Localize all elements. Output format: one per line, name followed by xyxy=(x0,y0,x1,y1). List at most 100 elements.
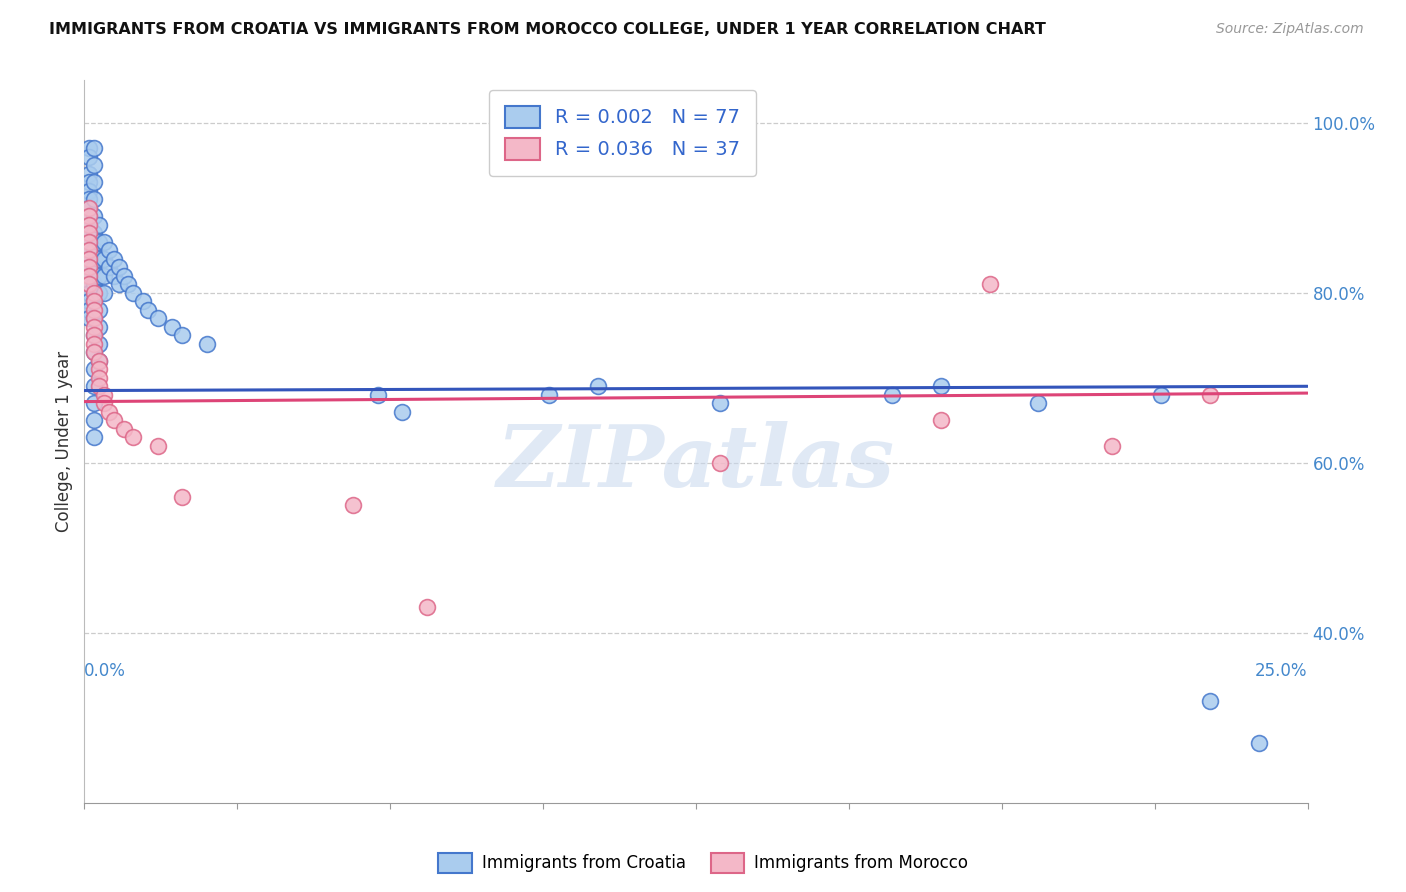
Point xyxy=(93,396,115,410)
Point xyxy=(162,319,184,334)
Point xyxy=(83,311,105,326)
Point xyxy=(391,405,413,419)
Point xyxy=(103,252,125,266)
Point xyxy=(83,328,105,343)
Point xyxy=(77,201,100,215)
Point xyxy=(77,235,100,249)
Point xyxy=(87,379,110,393)
Point xyxy=(103,268,125,283)
Point xyxy=(107,260,129,275)
Point xyxy=(83,158,105,172)
Point xyxy=(77,244,100,258)
Point xyxy=(172,490,194,504)
Text: IMMIGRANTS FROM CROATIA VS IMMIGRANTS FROM MOROCCO COLLEGE, UNDER 1 YEAR CORRELA: IMMIGRANTS FROM CROATIA VS IMMIGRANTS FR… xyxy=(49,22,1046,37)
Point xyxy=(929,413,952,427)
Point xyxy=(172,328,194,343)
Point xyxy=(112,268,135,283)
Point xyxy=(87,319,110,334)
Point xyxy=(93,388,115,402)
Point xyxy=(77,260,100,275)
Point xyxy=(77,227,100,241)
Point xyxy=(77,268,100,283)
Point xyxy=(83,294,105,309)
Text: 25.0%: 25.0% xyxy=(1256,662,1308,680)
Point xyxy=(538,388,561,402)
Point xyxy=(87,235,110,249)
Point xyxy=(87,285,110,300)
Point xyxy=(83,328,105,343)
Point xyxy=(77,201,100,215)
Point xyxy=(83,209,105,223)
Point xyxy=(83,244,105,258)
Point xyxy=(93,235,115,249)
Point xyxy=(146,439,169,453)
Point xyxy=(83,285,105,300)
Point xyxy=(132,294,155,309)
Point xyxy=(77,311,100,326)
Point xyxy=(83,362,105,376)
Point xyxy=(107,277,129,292)
Point xyxy=(77,260,100,275)
Point xyxy=(1198,694,1220,708)
Point xyxy=(117,277,139,292)
Point xyxy=(83,227,105,241)
Point xyxy=(77,218,100,232)
Point xyxy=(83,192,105,206)
Text: Source: ZipAtlas.com: Source: ZipAtlas.com xyxy=(1216,22,1364,37)
Point xyxy=(586,379,609,393)
Point xyxy=(87,268,110,283)
Point xyxy=(195,336,218,351)
Point xyxy=(87,362,110,376)
Point xyxy=(1101,439,1123,453)
Point xyxy=(83,336,105,351)
Point xyxy=(93,285,115,300)
Point xyxy=(1028,396,1050,410)
Point xyxy=(83,345,105,359)
Point xyxy=(103,413,125,427)
Point xyxy=(83,141,105,155)
Point xyxy=(97,260,120,275)
Point xyxy=(77,175,100,189)
Point xyxy=(77,235,100,249)
Point xyxy=(929,379,952,393)
Point xyxy=(83,319,105,334)
Point xyxy=(77,277,100,292)
Point xyxy=(77,141,100,155)
Point xyxy=(367,388,389,402)
Point xyxy=(87,353,110,368)
Point xyxy=(122,285,145,300)
Point xyxy=(87,371,110,385)
Point xyxy=(87,336,110,351)
Point xyxy=(77,150,100,164)
Point xyxy=(83,294,105,309)
Point xyxy=(880,388,903,402)
Point xyxy=(709,456,731,470)
Point xyxy=(83,396,105,410)
Point xyxy=(77,302,100,317)
Point xyxy=(77,184,100,198)
Text: ZIPatlas: ZIPatlas xyxy=(496,421,896,505)
Point xyxy=(77,167,100,181)
Point xyxy=(979,277,1001,292)
Legend: R = 0.002   N = 77, R = 0.036   N = 37: R = 0.002 N = 77, R = 0.036 N = 37 xyxy=(489,90,756,176)
Point xyxy=(83,302,105,317)
Point xyxy=(342,498,364,512)
Point xyxy=(77,277,100,292)
Point xyxy=(77,252,100,266)
Y-axis label: College, Under 1 year: College, Under 1 year xyxy=(55,351,73,533)
Point xyxy=(77,209,100,223)
Point xyxy=(97,405,120,419)
Point xyxy=(77,294,100,309)
Point xyxy=(709,396,731,410)
Point xyxy=(87,302,110,317)
Point xyxy=(93,252,115,266)
Point xyxy=(77,252,100,266)
Point xyxy=(77,227,100,241)
Point xyxy=(112,422,135,436)
Point xyxy=(136,302,159,317)
Point xyxy=(83,430,105,444)
Legend: Immigrants from Croatia, Immigrants from Morocco: Immigrants from Croatia, Immigrants from… xyxy=(432,847,974,880)
Point xyxy=(83,260,105,275)
Point xyxy=(83,345,105,359)
Point xyxy=(87,252,110,266)
